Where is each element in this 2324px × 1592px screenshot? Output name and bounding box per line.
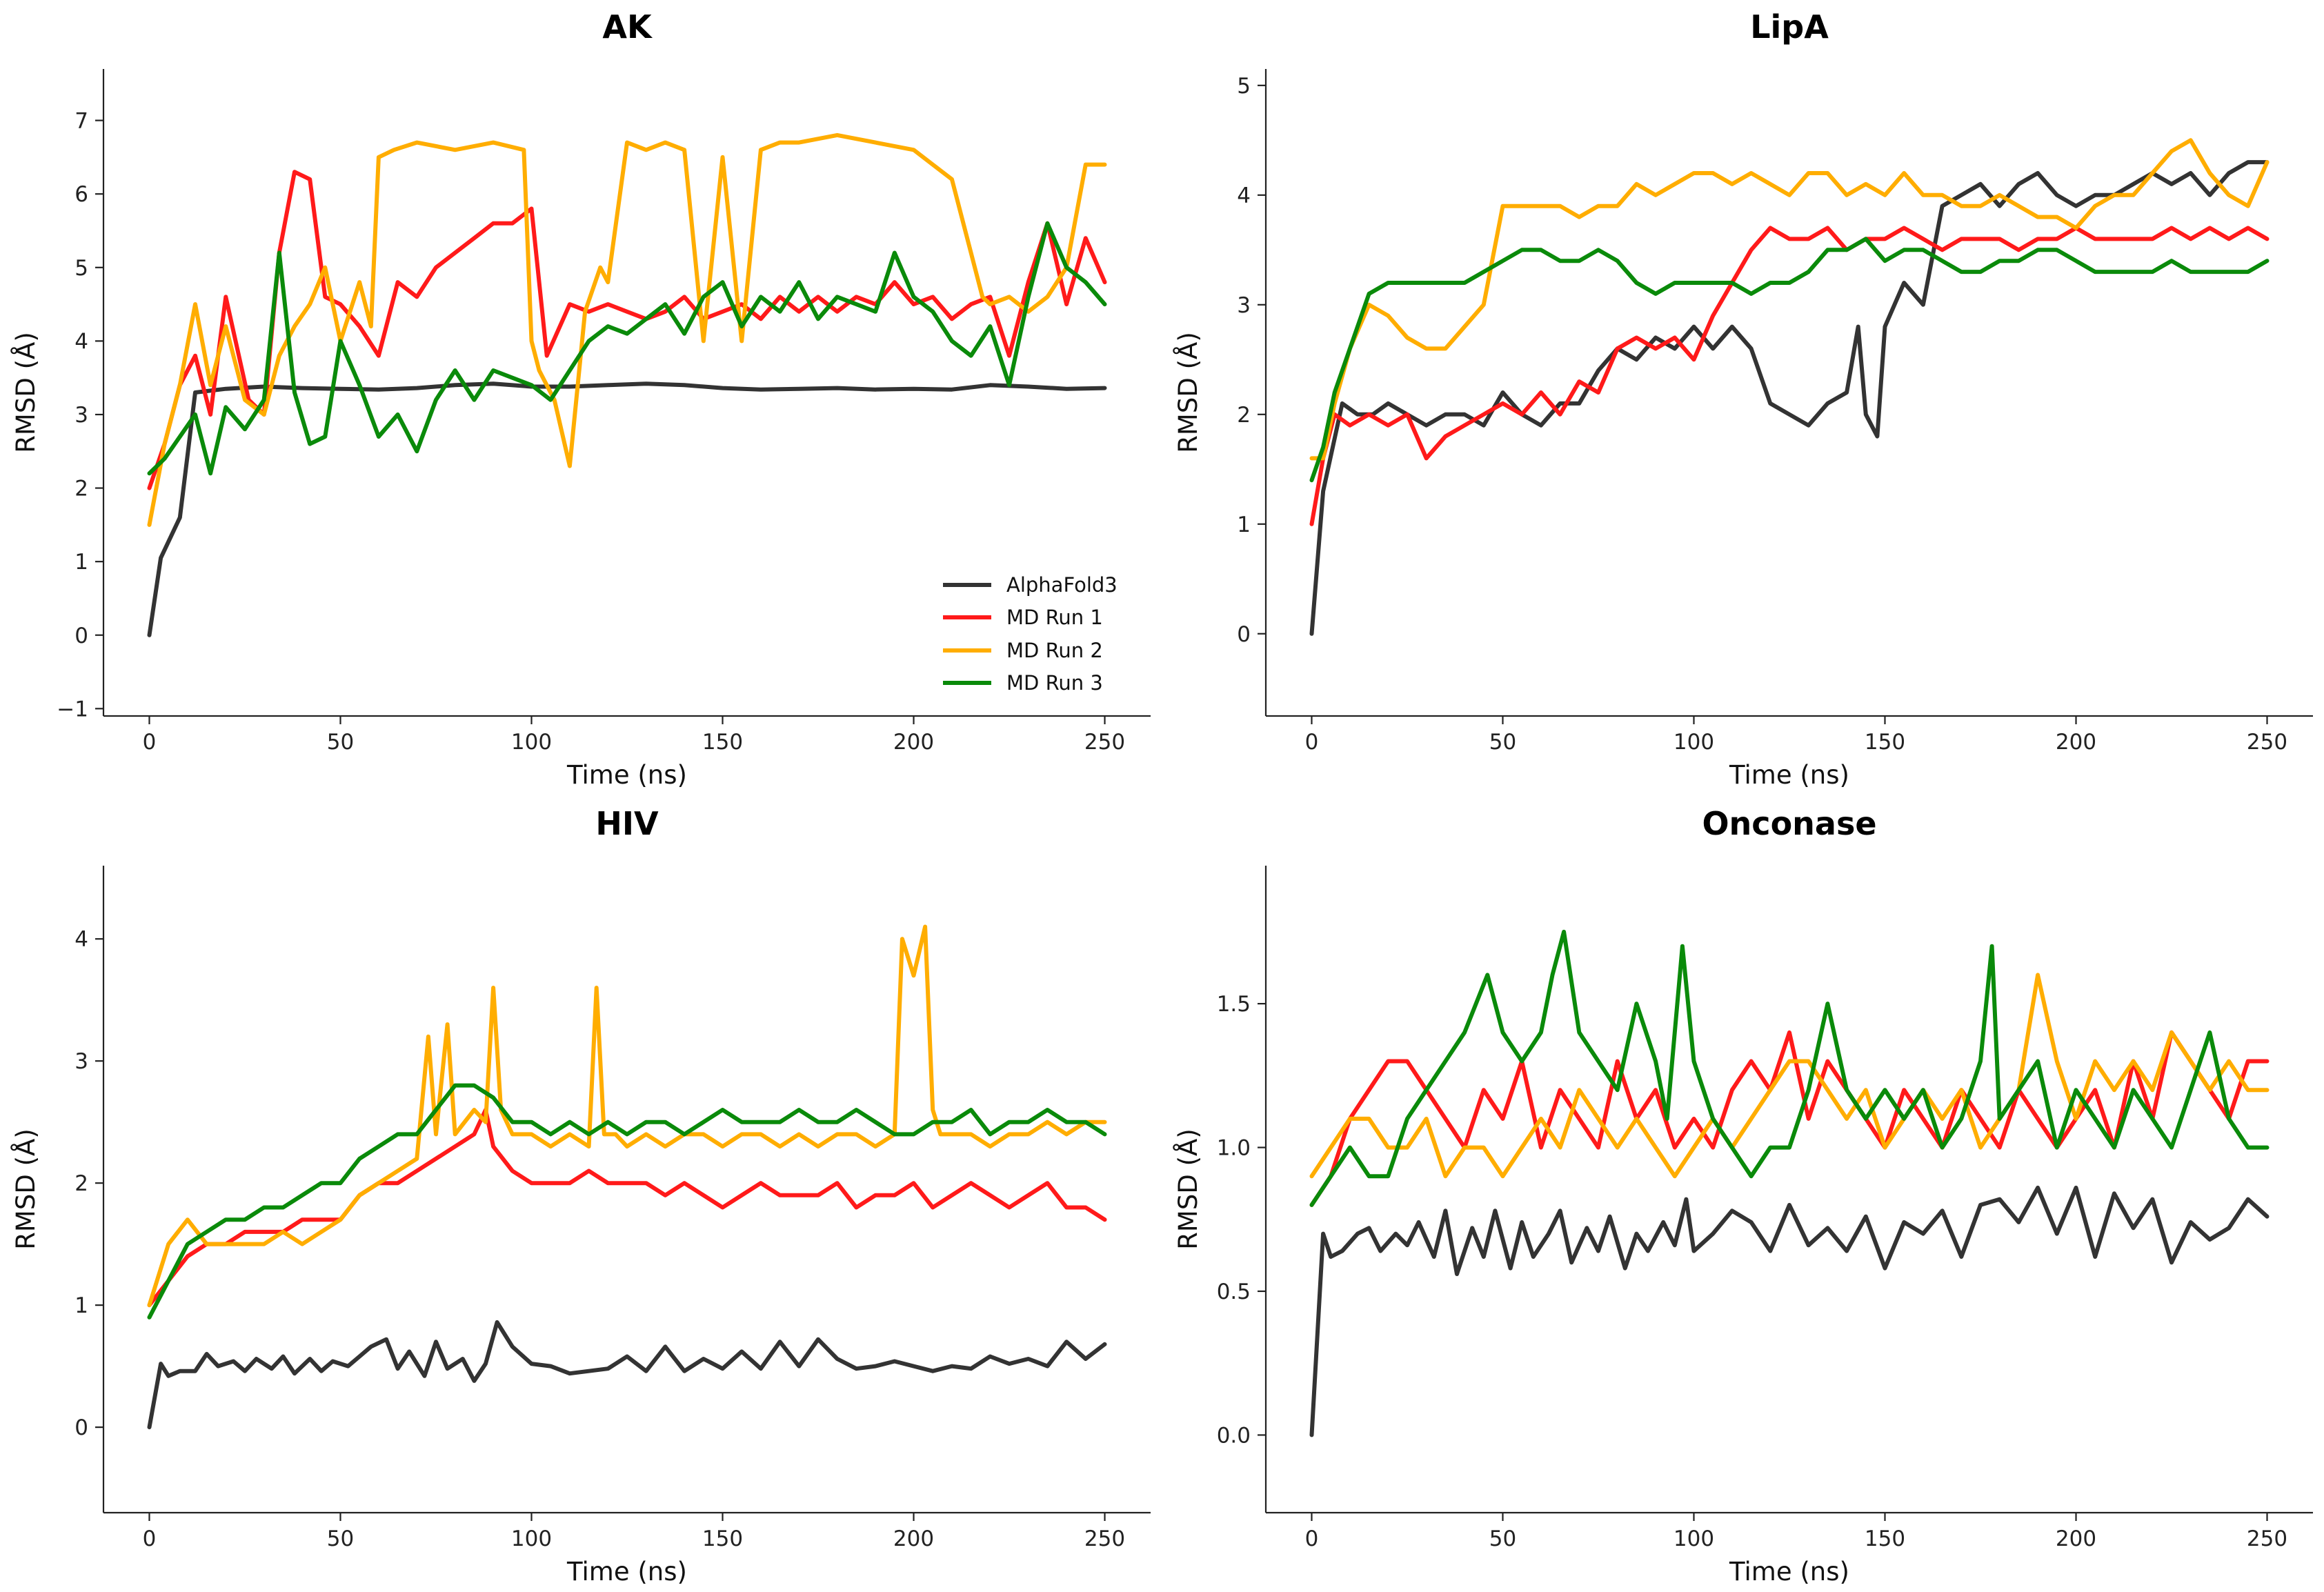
- x-tick-label: 100: [511, 730, 552, 755]
- series-line-md-run-3: [147, 221, 1107, 476]
- y-tick-label: 1: [75, 550, 88, 575]
- y-tick-label: 4: [75, 329, 88, 354]
- series-line-md-run-1: [1309, 1030, 2270, 1207]
- y-axis-label: RMSD (Å): [10, 332, 41, 453]
- y-tick-label: 3: [75, 403, 88, 428]
- x-tick-label: 250: [2247, 1526, 2287, 1551]
- panel-lipa: LipA 0 50 100 150 200 250 0 1 2 3 4 5 Time (ns) RMS…: [1173, 8, 2313, 790]
- series-line-md-run-1: [147, 170, 1107, 490]
- ticks: 0 50 100 150 200 250 0 1 2 3 4: [75, 927, 1125, 1551]
- y-tick-label: 2: [1237, 403, 1251, 428]
- legend-item-md-run-1: MD Run 1: [943, 606, 1103, 629]
- series-line-alphafold3: [1309, 1185, 2270, 1437]
- series-line-alphafold3: [147, 1320, 1107, 1430]
- y-tick-label: 4: [75, 927, 88, 952]
- ticks: 0 50 100 150 200 250 0.0 0.5 1.0 1.5: [1217, 992, 2287, 1551]
- series-line-md-run-2: [147, 132, 1107, 527]
- series-line-md-run-2: [1309, 973, 2270, 1179]
- y-tick-label: 3: [75, 1049, 88, 1074]
- y-tick-label: 0: [1237, 622, 1251, 647]
- y-tick-label: 5: [75, 256, 88, 281]
- y-tick-label: 0: [75, 1415, 88, 1440]
- x-tick-label: 0: [143, 730, 157, 755]
- y-tick-label: 1: [75, 1293, 88, 1318]
- x-tick-label: 100: [511, 1526, 552, 1551]
- x-tick-label: 0: [1305, 730, 1319, 755]
- y-tick-label: 1.0: [1217, 1136, 1251, 1161]
- x-axis-label: Time (ns): [566, 760, 687, 790]
- panel-title: AK: [602, 8, 653, 46]
- series-line-md-run-3: [1309, 237, 2270, 483]
- series-lines: [1309, 138, 2270, 636]
- legend-item-md-run-2: MD Run 2: [943, 639, 1103, 662]
- x-tick-label: 250: [1084, 1526, 1125, 1551]
- series-lines: [147, 924, 1107, 1430]
- x-tick-label: 50: [1489, 730, 1516, 755]
- x-axis-label: Time (ns): [566, 1557, 687, 1586]
- x-tick-label: 200: [2056, 730, 2096, 755]
- legend-item-alphafold3: AlphaFold3: [943, 573, 1118, 597]
- series-line-md-run-2: [147, 924, 1107, 1308]
- x-tick-label: 100: [1674, 1526, 1714, 1551]
- y-tick-label: 3: [1237, 293, 1251, 318]
- panel-onconase: Onconase 0 50 100 150 200 250 0.0 0.5 1.0 1.5 Tim…: [1173, 805, 2313, 1586]
- y-tick-label: −1: [57, 697, 88, 722]
- series-line-md-run-2: [1309, 138, 2270, 461]
- series-line-md-run-3: [147, 1083, 1107, 1320]
- x-axis-label: Time (ns): [1729, 1557, 1849, 1586]
- series-lines: [1309, 929, 2270, 1437]
- series-line-md-run-1: [1309, 226, 2270, 526]
- y-tick-label: 0: [75, 624, 88, 648]
- series-line-alphafold3: [147, 381, 1107, 637]
- panel-title: Onconase: [1702, 805, 1876, 842]
- series-line-md-run-1: [147, 1108, 1107, 1308]
- y-axis-label: RMSD (Å): [1173, 1128, 1203, 1250]
- y-tick-label: 2: [75, 477, 88, 501]
- panel-title: LipA: [1750, 8, 1829, 46]
- x-tick-label: 150: [1865, 1526, 1905, 1551]
- y-tick-label: 1: [1237, 513, 1251, 537]
- x-tick-label: 50: [1489, 1526, 1516, 1551]
- y-axis-label: RMSD (Å): [10, 1128, 41, 1250]
- ticks: 0 50 100 150 200 250 −1 0 1 2 3 4 5 6 7: [57, 109, 1125, 755]
- x-tick-label: 250: [1084, 730, 1125, 755]
- x-tick-label: 200: [893, 730, 934, 755]
- x-tick-label: 100: [1674, 730, 1714, 755]
- x-tick-label: 50: [327, 1526, 354, 1551]
- y-tick-label: 4: [1237, 183, 1251, 208]
- y-tick-label: 1.5: [1217, 992, 1251, 1017]
- legend-item-md-run-3: MD Run 3: [943, 671, 1103, 695]
- x-tick-label: 150: [702, 730, 743, 755]
- x-tick-label: 50: [327, 730, 354, 755]
- y-tick-label: 7: [75, 109, 88, 134]
- legend-label: AlphaFold3: [1006, 573, 1118, 597]
- y-tick-label: 0.0: [1217, 1423, 1251, 1448]
- x-tick-label: 250: [2247, 730, 2287, 755]
- panel-hiv: HIV 0 50 100 150 200 250 0 1 2 3 4 Time (ns) RMSD …: [10, 805, 1151, 1586]
- y-tick-label: 0.5: [1217, 1280, 1251, 1304]
- x-tick-label: 0: [143, 1526, 157, 1551]
- x-tick-label: 0: [1305, 1526, 1319, 1551]
- ticks: 0 50 100 150 200 250 0 1 2 3 4 5: [1237, 74, 2287, 755]
- y-tick-label: 2: [75, 1171, 88, 1196]
- y-axis-label: RMSD (Å): [1173, 332, 1203, 453]
- x-tick-label: 200: [2056, 1526, 2096, 1551]
- legend: AlphaFold3 MD Run 1 MD Run 2 MD Run 3: [943, 573, 1118, 695]
- x-tick-label: 150: [1865, 730, 1905, 755]
- x-tick-label: 150: [702, 1526, 743, 1551]
- series-line-md-run-3: [1309, 929, 2270, 1207]
- y-tick-label: 5: [1237, 74, 1251, 99]
- y-tick-label: 6: [75, 182, 88, 207]
- series-line-alphafold3: [1309, 160, 2270, 636]
- x-axis-label: Time (ns): [1729, 760, 1849, 790]
- x-tick-label: 200: [893, 1526, 934, 1551]
- series-lines: [147, 132, 1107, 637]
- panel-ak: AK 0 50 100 150 200 250 −1 0 1 2 3 4 5 6 7 Time (ns) R…: [10, 8, 1151, 790]
- panel-title: HIV: [595, 805, 659, 842]
- legend-label: MD Run 2: [1006, 639, 1103, 662]
- legend-label: MD Run 3: [1006, 671, 1103, 695]
- legend-label: MD Run 1: [1006, 606, 1103, 629]
